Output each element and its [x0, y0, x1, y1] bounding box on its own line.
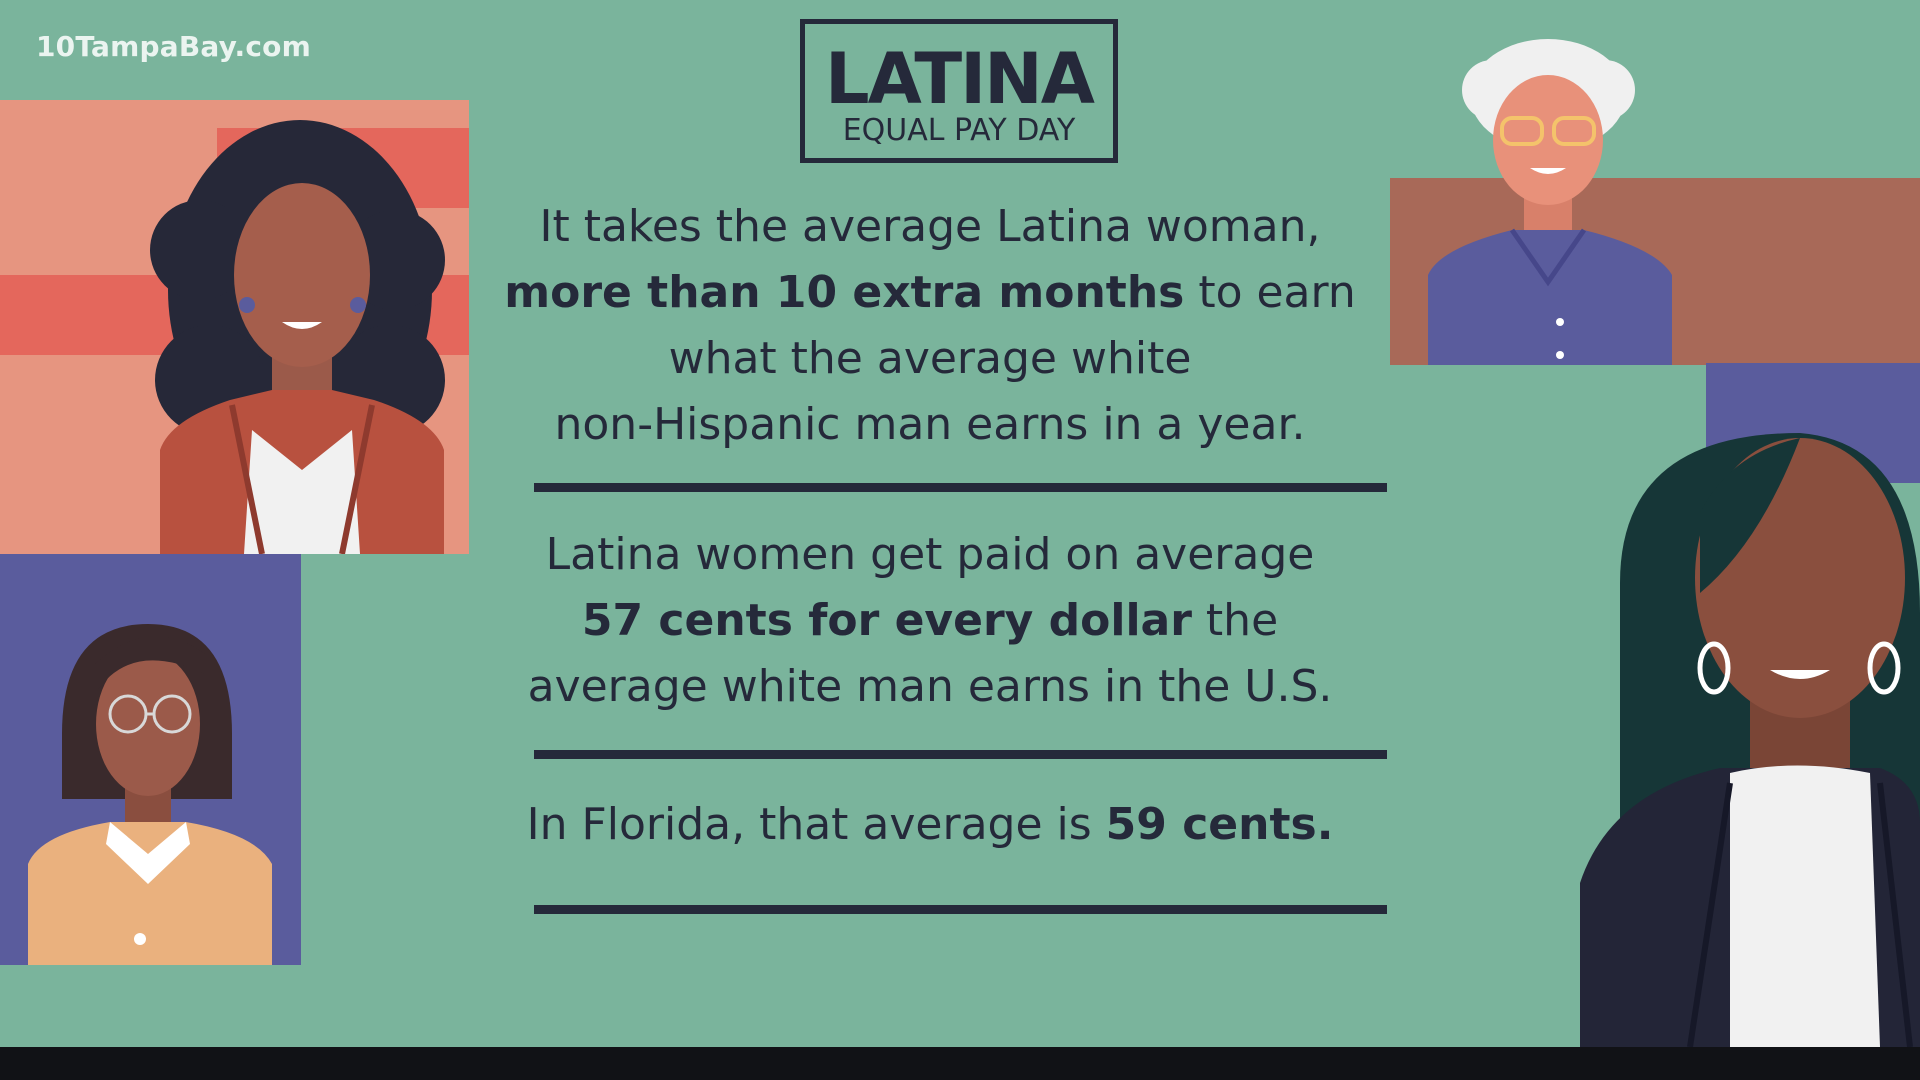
illustration-woman-curly-hair — [0, 100, 469, 555]
title-main: LATINA — [825, 38, 1095, 120]
paragraph-extra-months: It takes the average Latina woman, more … — [470, 194, 1390, 458]
p1-line4: non-Hispanic man earns in a year. — [554, 399, 1306, 450]
watermark-logo: 10TampaBay.com — [36, 30, 311, 63]
illustration-woman-glasses — [0, 554, 301, 965]
divider-2 — [534, 750, 1387, 759]
paragraph-57-cents: Latina women get paid on average 57 cent… — [470, 522, 1390, 720]
p3-text: In Florida, that average is — [526, 799, 1106, 850]
older-woman-icon — [1390, 39, 1920, 365]
p1-line2: more than 10 extra months to earn — [470, 260, 1390, 326]
divider-1 — [534, 483, 1387, 492]
p3-line: In Florida, that average is 59 cents. — [470, 792, 1390, 858]
p2-line3: average white man earns in the U.S. — [527, 661, 1333, 712]
divider-3 — [534, 905, 1387, 914]
p2-line2-rest: the — [1191, 595, 1279, 646]
woman-long-hair-icon — [1580, 363, 1920, 1048]
p1-highlight: more than 10 extra months — [504, 267, 1185, 318]
p2-line2: 57 cents for every dollar the — [470, 588, 1390, 654]
paragraph-florida: In Florida, that average is 59 cents. — [470, 792, 1390, 858]
p2-highlight: 57 cents for every dollar — [581, 595, 1192, 646]
illustration-older-woman — [1390, 20, 1920, 365]
title-subtitle: EQUAL PAY DAY — [842, 113, 1076, 148]
woman-glasses-icon — [0, 554, 301, 965]
p1-line2-rest: to earn — [1184, 267, 1356, 318]
p2-line1: Latina women get paid on average — [545, 529, 1315, 580]
illustration-woman-long-hair — [1580, 363, 1920, 1048]
p1-line3: what the average white — [668, 333, 1192, 384]
p3-highlight: 59 cents. — [1105, 799, 1334, 850]
woman-curly-hair-icon — [0, 100, 469, 555]
p1-line1: It takes the average Latina woman, — [539, 201, 1321, 252]
title-box: LATINA EQUAL PAY DAY — [800, 19, 1118, 163]
bottom-bar — [0, 1047, 1920, 1080]
